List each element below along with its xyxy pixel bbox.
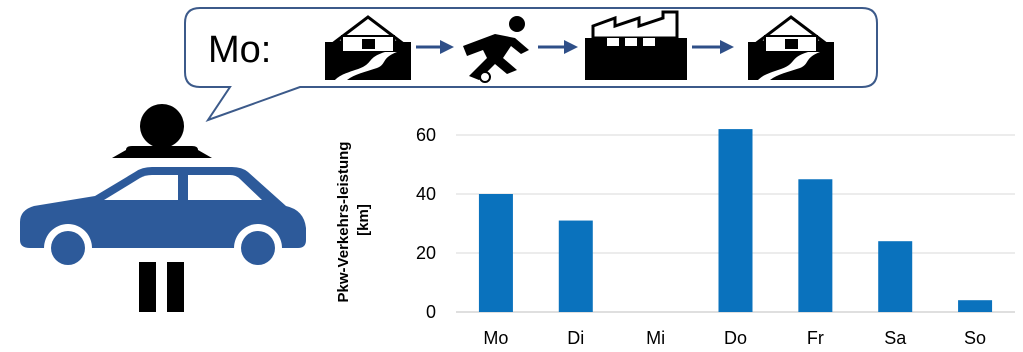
x-category-label: Mo: [483, 328, 508, 348]
bar-fr: [798, 179, 833, 312]
bar-chart: 0 20 40 60 Mo Di Mi Do Fr Sa So Pkw-Verkehrs-leis…: [335, 125, 1015, 348]
factory-icon: [585, 10, 687, 80]
person-icon: [112, 104, 212, 312]
arrow-right-icon: [538, 40, 578, 54]
x-category-label: Do: [724, 328, 747, 348]
x-category-label: Fr: [807, 328, 824, 348]
y-axis-label-line1: Pkw-Verkehrs-leistung: [335, 142, 352, 303]
arrow-right-icon: [692, 40, 734, 54]
y-axis-label-line2: [km]: [355, 204, 372, 236]
bars: [478, 129, 993, 312]
bar-mo: [478, 194, 513, 312]
bar-di: [558, 220, 593, 312]
x-category-label: Di: [567, 328, 584, 348]
y-tick-label: 20: [416, 243, 436, 263]
bubble-day-label: Mo:: [208, 29, 271, 71]
home-icon: [325, 15, 411, 80]
y-tick-label: 60: [416, 125, 436, 145]
bar-do: [718, 129, 753, 312]
y-tick-label: 0: [426, 302, 436, 322]
x-axis-categories: Mo Di Mi Do Fr Sa So: [483, 328, 986, 348]
x-category-label: Sa: [884, 328, 907, 348]
home-icon: [748, 15, 834, 80]
y-tick-label: 40: [416, 184, 436, 204]
y-axis-ticks: 0 20 40 60: [416, 125, 436, 322]
car-icon: [20, 167, 306, 272]
bar-so: [958, 300, 993, 312]
arrow-right-icon: [416, 40, 454, 54]
x-category-label: Mi: [646, 328, 665, 348]
sports-icon: [463, 16, 529, 83]
x-category-label: So: [964, 328, 986, 348]
bar-sa: [878, 241, 913, 312]
speech-bubble: Mo:: [184, 7, 878, 122]
